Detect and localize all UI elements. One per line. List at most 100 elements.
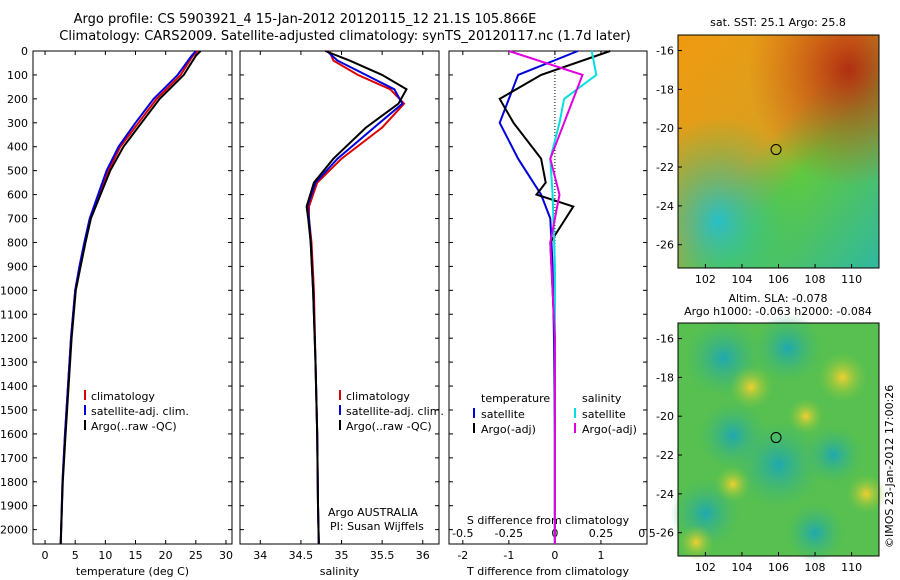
x-tick-label: 0 xyxy=(551,549,558,562)
y-tick-label: 1600 xyxy=(0,428,28,441)
s-tick-label: -0.25 xyxy=(495,527,523,540)
x-tick-label: 1 xyxy=(597,549,604,562)
plot-frame xyxy=(239,50,440,545)
x-tick-label: 106 xyxy=(768,561,789,574)
y-tick-label: 1700 xyxy=(0,452,28,465)
x-axis-label: T difference from climatology xyxy=(466,565,629,578)
sla-map-title: Altim. SLA: -0.078 xyxy=(728,292,827,305)
y-tick-label: -20 xyxy=(656,410,674,423)
legend-label: satellite-adj. clim. xyxy=(346,405,444,418)
x-tick-label: 110 xyxy=(841,561,862,574)
sla-anomaly-patch xyxy=(803,425,864,486)
y-tick-label: -16 xyxy=(656,333,674,346)
y-tick-label: -26 xyxy=(656,527,674,540)
legend-title-temperature: temperature xyxy=(481,392,550,405)
series-line-1 xyxy=(306,50,404,545)
x-tick-label: 34.5 xyxy=(289,549,314,562)
y-tick-label: 900 xyxy=(7,260,28,273)
sla-anomaly-patch xyxy=(817,352,868,403)
x-tick-label: 35.5 xyxy=(370,549,395,562)
x-tick-label: 102 xyxy=(695,273,716,286)
legend-label: satellite xyxy=(582,408,626,421)
y-tick-label: 300 xyxy=(7,117,28,130)
x-tick-label: 10 xyxy=(98,549,112,562)
x-tick-label: 20 xyxy=(159,549,173,562)
y-tick-label: 1000 xyxy=(0,284,28,297)
x-tick-label: 108 xyxy=(805,561,826,574)
annotation: Argo AUSTRALIA xyxy=(328,506,418,519)
x-tick-label: 104 xyxy=(731,273,752,286)
series-line-2 xyxy=(549,50,598,544)
credit-text: ©IMOS 23-Jan-2012 17:00:26 xyxy=(883,385,896,548)
annotation: PI: Susan Wijffels xyxy=(330,520,424,533)
sla-anomaly-patch xyxy=(752,313,823,384)
x-tick-label: 102 xyxy=(695,561,716,574)
series-line-2 xyxy=(59,50,202,545)
profile-location-marker xyxy=(770,144,782,156)
series-line-0 xyxy=(308,50,406,545)
y-tick-label: 1200 xyxy=(0,332,28,345)
sla-anomaly-patch xyxy=(729,365,774,410)
series-line-1 xyxy=(59,50,197,545)
series-line-0 xyxy=(498,50,579,544)
y-tick-label: -24 xyxy=(656,488,674,501)
series-line-0 xyxy=(59,50,199,545)
chart-title-line2: Climatology: CARS2009. Satellite-adjuste… xyxy=(59,29,631,44)
x-tick-label: -1 xyxy=(503,549,514,562)
sst-map-panel: sat. SST: 25.1 Argo: 25.8 102 104 106 108 11… xyxy=(656,16,880,286)
y-tick-label: 200 xyxy=(7,93,28,106)
plot-frame xyxy=(32,50,233,545)
temperature-panel: 0100200300400500600700800900100011001200… xyxy=(0,45,233,578)
y-tick-label: 400 xyxy=(7,141,28,154)
x-tick-label: 5 xyxy=(72,549,79,562)
x-tick-label: 35 xyxy=(335,549,349,562)
chart-title-line1: Argo profile: CS 5903921_4 15-Jan-2012 2… xyxy=(73,12,537,27)
y-tick-label: -26 xyxy=(656,239,674,252)
legend-label: Argo(..raw -QC) xyxy=(91,420,177,433)
y-tick-label: -22 xyxy=(656,161,674,174)
x-tick-label: 36 xyxy=(416,549,430,562)
y-tick-label: -16 xyxy=(656,45,674,58)
y-tick-label: -22 xyxy=(656,449,674,462)
y-tick-label: 2000 xyxy=(0,524,28,537)
y-tick-label: 1300 xyxy=(0,356,28,369)
legend-label: satellite xyxy=(481,408,525,421)
s-axis-label: S difference from climatology xyxy=(467,514,630,527)
x-tick-label: 0 xyxy=(42,549,49,562)
y-tick-label: 600 xyxy=(7,189,28,202)
legend-label: climatology xyxy=(346,390,410,403)
series-line-2 xyxy=(305,50,408,545)
x-tick-label: 30 xyxy=(219,549,233,562)
y-tick-label: 500 xyxy=(7,165,28,178)
x-axis-label: salinity xyxy=(320,565,360,578)
y-tick-label: 0 xyxy=(21,45,28,58)
y-tick-label: 1400 xyxy=(0,380,28,393)
sla-anomaly-patch xyxy=(733,419,824,510)
sla-map-panel: Altim. SLA: -0.078 Argo h1000: -0.063 h2… xyxy=(656,292,887,574)
salinity-panel: 34 34.5 35 35.5 36 salinity climatology satelli… xyxy=(239,50,444,578)
legend-label: Argo(-adj) xyxy=(582,423,637,436)
legend-title-salinity: salinity xyxy=(582,392,622,405)
sst-map-title: sat. SST: 25.1 Argo: 25.8 xyxy=(710,16,846,29)
y-tick-label: 100 xyxy=(7,69,28,82)
series-line-3 xyxy=(508,50,584,544)
y-tick-label: 1800 xyxy=(0,476,28,489)
x-tick-label: 25 xyxy=(189,549,203,562)
sla-anomaly-patch xyxy=(678,524,715,561)
y-tick-label: -18 xyxy=(656,83,674,96)
y-tick-label: -20 xyxy=(656,122,674,135)
y-tick-label: 1500 xyxy=(0,404,28,417)
y-tick-label: 1100 xyxy=(0,308,28,321)
sla-anomaly-patch xyxy=(846,473,887,514)
y-tick-label: -24 xyxy=(656,200,674,213)
sla-map-subtitle: Argo h1000: -0.063 h2000: -0.084 xyxy=(684,305,872,318)
s-tick-label: -0.5 xyxy=(452,527,473,540)
plot-frame xyxy=(448,50,648,545)
difference-panel: -2 -1 0 1 T difference from climatology -0.5 -… xyxy=(448,50,656,578)
x-axis-label: temperature (deg C) xyxy=(76,565,189,578)
x-tick-label: 108 xyxy=(805,273,826,286)
profile-location-marker xyxy=(770,432,782,444)
y-tick-label: 1900 xyxy=(0,500,28,513)
legend-label: satellite-adj. clim. xyxy=(91,405,189,418)
